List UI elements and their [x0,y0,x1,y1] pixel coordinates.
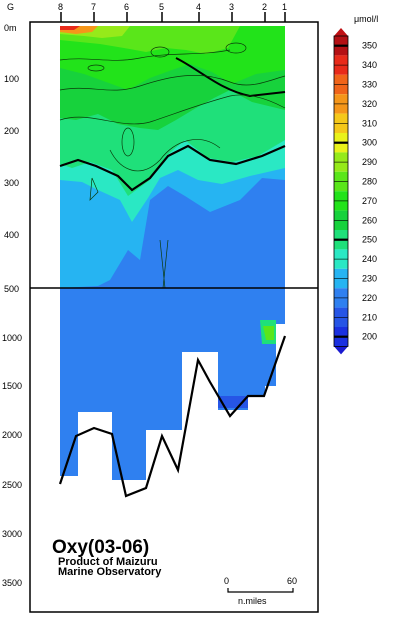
depth-label-1500: 1500 [2,381,22,391]
scale-unit-label: n.miles [238,596,267,606]
depth-label-500: 500 [4,284,19,294]
station-label-3: 3 [229,2,234,12]
colorbar-label-320: 320 [362,99,377,109]
colorbar-frame [333,35,349,347]
colorbar-unit-label: μmol/l [354,14,378,24]
colorbar-label-340: 340 [362,60,377,70]
colorbar-top-cap [334,28,348,36]
station-label-2: 2 [262,2,267,12]
colorbar-label-220: 220 [362,293,377,303]
depth-label-3000: 3000 [2,529,22,539]
chart-subtitle-line-1: Product of Maizuru [58,556,158,568]
chart-subtitle-line-2: Marine Observatory [58,566,162,578]
colorbar-label-350: 350 [362,41,377,51]
station-label-4: 4 [196,2,201,12]
colorbar-label-270: 270 [362,196,377,206]
depth-label-1000: 1000 [2,333,22,343]
station-label-8: 8 [58,2,63,12]
colorbar-label-300: 300 [362,138,377,148]
upper-panel-contours [59,26,286,289]
colorbar-label-310: 310 [362,118,377,128]
colorbar-label-240: 240 [362,254,377,264]
colorbar-label-290: 290 [362,157,377,167]
colorbar-label-200: 200 [362,332,377,342]
depth-label-200: 200 [4,126,19,136]
station-label-g: G [7,2,14,12]
colorbar-label-230: 230 [362,274,377,284]
station-label-1: 1 [282,2,287,12]
chart-title: Oxy(03-06) [52,537,149,558]
scale-label-0: 0 [224,576,229,586]
lower-panel-contours [60,288,285,480]
colorbar-label-250: 250 [362,235,377,245]
station-label-6: 6 [124,2,129,12]
plot-frame [29,21,319,613]
depth-label-300: 300 [4,178,19,188]
scale-label-60: 60 [287,576,297,586]
colorbar-bottom-cap [334,346,348,355]
distance-scale-bar: 0 60 n.miles [224,576,297,606]
colorbar-label-260: 260 [362,215,377,225]
colorbar-label-280: 280 [362,177,377,187]
depth-label-400: 400 [4,230,19,240]
colorbar: μmol/l 350 340 330 320 310 300 290 280 270 260 250… [333,14,378,355]
station-label-5: 5 [159,2,164,12]
depth-axis: 0m 100 200 300 400 500 1000 1500 2000 25… [2,23,22,588]
colorbar-label-330: 330 [362,80,377,90]
depth-label-100: 100 [4,74,19,84]
depth-label-2500: 2500 [2,480,22,490]
depth-label-2000: 2000 [2,430,22,440]
colorbar-label-210: 210 [362,312,377,322]
depth-label-0: 0m [4,23,17,33]
station-axis: G 8 7 6 5 4 3 2 1 [7,2,287,22]
depth-label-3500: 3500 [2,578,22,588]
sea-floor-line [58,335,287,498]
station-label-7: 7 [91,2,96,12]
